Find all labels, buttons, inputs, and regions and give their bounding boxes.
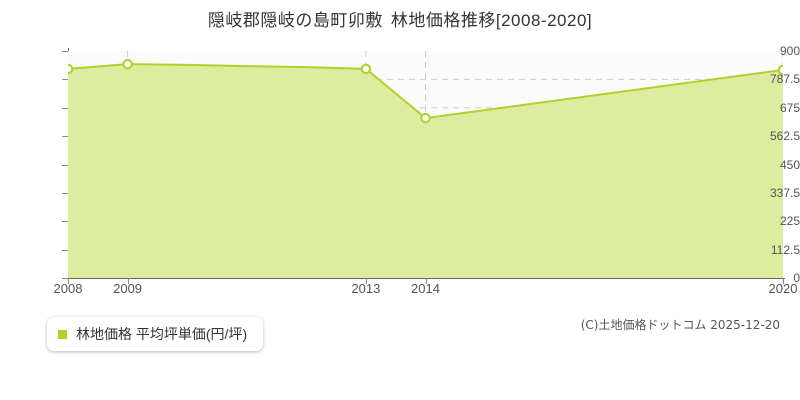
y-axis-tick-mark xyxy=(62,164,68,166)
x-axis-tick-mark xyxy=(783,278,784,284)
y-axis-tick-label: 112.5 xyxy=(770,242,800,257)
y-axis-tick-mark xyxy=(62,79,68,81)
x-axis-tick-mark xyxy=(68,278,69,284)
y-axis-tick-label: 450 xyxy=(779,157,800,172)
y-axis-tick-label: 225 xyxy=(779,214,800,229)
chart-title-metric: 林地価格推移[2008-2020] xyxy=(390,11,593,30)
square-marker-icon xyxy=(58,329,67,339)
y-axis-tick-mark xyxy=(62,192,68,194)
series-line-path xyxy=(68,63,783,120)
y-axis-tick-label: 787.5 xyxy=(769,72,800,87)
plot-area xyxy=(68,51,783,278)
x-axis-tick-mark xyxy=(127,278,129,284)
y-axis-tick-label: 900 xyxy=(779,44,800,58)
area-fill-path xyxy=(68,64,783,278)
data-point-marker xyxy=(360,63,372,75)
y-axis-tick-mark xyxy=(62,136,68,138)
x-axis-tick-label: 2020 xyxy=(768,281,798,296)
x-axis-tick-label: 2014 xyxy=(411,281,440,296)
y-axis-tick-mark xyxy=(62,221,68,223)
data-point-marker xyxy=(68,63,74,75)
y-axis-tick-label: 0 xyxy=(793,271,800,285)
copyright-credit: (C)土地価格ドットコム 2025-12-20 xyxy=(580,318,780,332)
chart-title-location: 隠岐郡隠岐の島町卯敷 xyxy=(207,11,383,30)
x-axis-tick-mark xyxy=(365,278,367,284)
y-axis-tick-mark xyxy=(62,107,68,109)
y-axis-tick-label: 562.5 xyxy=(769,129,800,144)
y-axis-tick-label: 675 xyxy=(779,100,800,115)
series-svg xyxy=(68,51,783,278)
x-axis-tick-mark xyxy=(425,278,427,284)
x-axis-tick-label: 2013 xyxy=(351,281,381,296)
data-point-marker xyxy=(420,112,431,124)
y-axis-tick-mark xyxy=(62,278,68,279)
data-point-marker xyxy=(122,58,133,70)
y-axis-tick-label: 337.5 xyxy=(769,185,800,200)
x-axis-tick-label: 2009 xyxy=(113,281,143,296)
y-axis-tick-mark xyxy=(62,51,68,52)
legend-series-label: 林地価格 平均坪単価(円/坪) xyxy=(76,326,248,342)
x-axis-tick-label: 2008 xyxy=(53,281,83,296)
y-axis-tick-mark xyxy=(62,249,68,251)
chart-legend[interactable]: 林地価格 平均坪単価(円/坪) xyxy=(47,317,264,351)
chart-title: 隠岐郡隠岐の島町卯敷 林地価格推移[2008-2020] xyxy=(0,6,800,31)
